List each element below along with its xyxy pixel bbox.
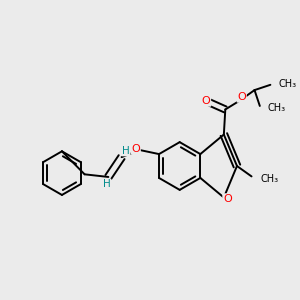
Text: O: O (237, 92, 246, 102)
Text: CH₃: CH₃ (278, 79, 297, 89)
Text: CH₃: CH₃ (260, 174, 278, 184)
Text: H: H (122, 146, 130, 156)
Text: CH₃: CH₃ (267, 103, 285, 113)
Text: O: O (202, 96, 211, 106)
Text: H: H (103, 179, 111, 189)
Text: O: O (223, 194, 232, 204)
Text: O: O (131, 144, 140, 154)
